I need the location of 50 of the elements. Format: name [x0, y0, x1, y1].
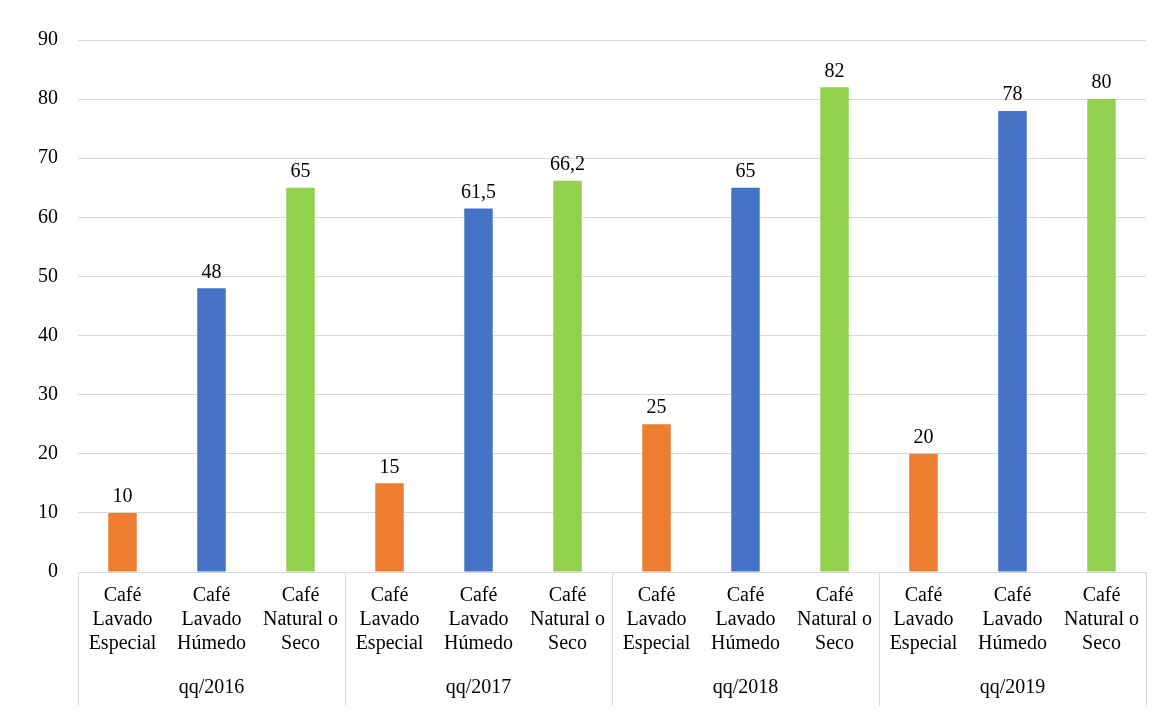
text: qq/2018: [712, 675, 779, 699]
data-label: 80: [1091, 70, 1112, 93]
y-tick-label: 40: [38, 322, 58, 345]
bar: [1087, 99, 1116, 572]
x-tick-label: Café Natural o Seco: [797, 583, 872, 654]
y-tick-label: 0: [48, 559, 58, 582]
bar: [464, 208, 493, 572]
bar: [286, 187, 315, 572]
data-label: 78: [1002, 82, 1023, 105]
data-label: 48: [201, 259, 222, 282]
x-tick-label: Café Lavado Húmedo: [711, 583, 780, 654]
x-tick-label: Café Lavado Especial: [355, 583, 424, 655]
bar: [553, 180, 582, 572]
y-tick-label: 10: [38, 500, 58, 523]
bar: [909, 453, 938, 572]
bar: [642, 424, 671, 572]
x-tick-label: Café Lavado Húmedo: [444, 583, 513, 654]
data-label: 82: [824, 58, 845, 81]
x-tick-label: Café Natural o Seco: [263, 583, 338, 654]
y-tick-label: 30: [38, 381, 58, 404]
text: qq/2019: [979, 675, 1046, 699]
data-label: 25: [646, 395, 667, 418]
bar: [197, 288, 226, 572]
x-tick-label: Café Lavado Especial: [622, 583, 691, 655]
data-label: 20: [913, 425, 934, 448]
data-label: 10: [112, 484, 133, 507]
y-tick-label: 90: [38, 27, 58, 50]
data-label: 15: [379, 454, 400, 477]
x-tick-label: Café Lavado Especial: [889, 583, 958, 655]
y-tick-label: 70: [38, 145, 58, 168]
bar: [820, 87, 849, 572]
x-tick-label: Café Lavado Húmedo: [978, 583, 1047, 654]
bar: [375, 483, 404, 572]
text: qq/2017: [445, 675, 512, 699]
y-tick-label: 60: [38, 204, 58, 227]
bar: [731, 187, 760, 572]
y-tick-label: 20: [38, 441, 58, 464]
y-tick-label: 80: [38, 86, 58, 109]
x-tick-label: Café Natural o Seco: [530, 583, 605, 654]
text: qq/2016: [178, 675, 245, 699]
x-tick-label: Café Natural o Seco: [1064, 583, 1139, 654]
x-tick-label: Café Lavado Especial: [88, 583, 157, 655]
y-tick-label: 50: [38, 263, 58, 286]
bar: [108, 512, 137, 572]
data-label: 65: [290, 159, 311, 182]
bar: [998, 110, 1027, 572]
data-label: 66,2: [550, 151, 585, 174]
data-label: 65: [735, 159, 756, 182]
data-label: 61,5: [461, 179, 496, 202]
x-tick-label: Café Lavado Húmedo: [177, 583, 246, 654]
